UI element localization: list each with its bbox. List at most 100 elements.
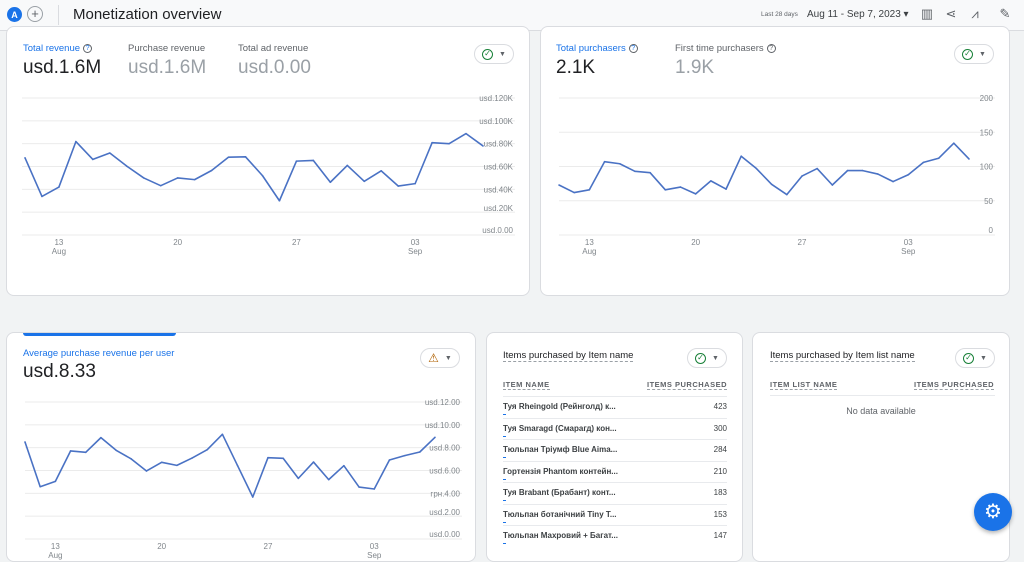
data-point <box>892 180 894 183</box>
edit-icon[interactable]: ✎ <box>999 6 1011 21</box>
item-name: Гортензія Phantom контейн... <box>503 466 618 476</box>
customize-report-icon[interactable]: ▥ <box>920 6 934 21</box>
data-point <box>100 436 102 439</box>
data-point <box>434 436 436 439</box>
metric-label: Total purchasers <box>556 43 626 54</box>
data-point <box>877 173 879 175</box>
data-point <box>236 464 239 467</box>
table-row[interactable]: Туя Rheingold (Рейнголд) к... 423 <box>503 396 727 417</box>
x-tick-label: 20 <box>691 238 700 247</box>
item-name: Туя Smaragd (Смарагд) кон... <box>503 423 617 433</box>
help-icon[interactable]: ? <box>628 44 638 53</box>
metric-value: usd.0.00 <box>238 57 311 78</box>
data-point <box>634 170 636 173</box>
data-point <box>84 451 87 454</box>
table-row[interactable]: Тюльпан Махровий + Багат... 147 <box>503 525 727 546</box>
x-tick-month: Sep <box>367 551 382 560</box>
table-row[interactable]: Тюльпан ботанічний Tiny T... 153 <box>503 503 727 525</box>
status-dropdown[interactable]: ✓ ▼ <box>955 348 995 368</box>
help-icon[interactable]: ? <box>766 44 776 53</box>
metric-tab-total-revenue[interactable]: Total revenue? <box>23 43 93 54</box>
column-header-items-purchased[interactable]: ITEMS PURCHASED <box>646 380 727 390</box>
data-point <box>801 175 803 177</box>
y-tick-label: usd.80K <box>484 140 514 149</box>
x-tick-label: 20 <box>157 542 166 551</box>
data-point <box>482 145 484 147</box>
data-point <box>937 157 940 160</box>
help-icon[interactable]: ? <box>83 44 93 53</box>
value-bar <box>503 500 506 501</box>
data-point <box>159 184 162 187</box>
y-tick-label: 150 <box>980 128 994 137</box>
metric-tab-ad-revenue[interactable]: Total ad revenue <box>238 43 309 54</box>
x-tick-label: 03 <box>411 238 420 247</box>
data-point <box>403 454 406 457</box>
metric-tab-total-purchasers[interactable]: Total purchasers? <box>556 43 638 54</box>
status-dropdown[interactable]: ✓ ▼ <box>687 348 727 368</box>
charts-layer: usd.0.00 usd.20K usd.40K usd.60K usd.80K usd.… <box>22 94 995 560</box>
insights-icon[interactable]: ⩘ <box>971 6 979 21</box>
page-title: Monetization overview <box>73 6 222 23</box>
caret-down-icon: ▼ <box>712 354 719 362</box>
data-point <box>297 477 300 480</box>
add-comparison-button[interactable]: + <box>27 6 43 22</box>
x-tick-month: Aug <box>52 247 66 256</box>
y-tick-label: 50 <box>984 197 993 206</box>
revenue-card: Total revenue? usd.1.6M Purchase revenue… <box>6 26 530 296</box>
data-point <box>953 142 955 145</box>
data-point <box>740 155 743 158</box>
y-tick-label: грн.4.00 <box>430 489 460 498</box>
data-point <box>244 155 247 158</box>
data-point <box>210 169 213 172</box>
column-header-item-name[interactable]: ITEM NAME <box>503 380 550 390</box>
series-line <box>24 433 436 498</box>
item-name: Туя Rheingold (Рейнголд) к... <box>503 402 616 411</box>
metric-tab-first-time-purchasers[interactable]: First time purchasers? <box>675 43 776 54</box>
data-point <box>968 158 970 160</box>
account-avatar[interactable]: A <box>7 7 22 22</box>
data-point <box>176 464 178 467</box>
item-name: Тюльпан Тріумф Blue Aima... <box>503 445 618 454</box>
data-point <box>227 156 230 158</box>
metric-value: 2.1K <box>556 57 596 78</box>
table-row[interactable]: Туя Smaragd (Смарагд) кон... 300 <box>503 417 727 439</box>
table-row[interactable]: Тюльпан Тріумф Blue Aima... 284 <box>503 439 727 460</box>
column-header-item-list-name[interactable]: ITEM LIST NAME <box>770 380 838 390</box>
data-point <box>618 162 621 165</box>
date-range-picker[interactable]: Aug 11 - Sep 7, 2023 ▾ <box>807 9 909 20</box>
data-point <box>145 470 148 472</box>
items-purchased: 210 <box>713 466 727 476</box>
status-dropdown[interactable]: ✓ ▼ <box>474 44 514 64</box>
table-row[interactable]: Туя Brabant (Брабант) конт... 183 <box>503 482 727 503</box>
data-point <box>206 448 209 451</box>
data-point <box>785 193 788 196</box>
metric-value: 1.9K <box>675 57 715 78</box>
data-point <box>92 158 94 161</box>
warning-icon: ⚠ <box>428 351 439 365</box>
settings-sparkle-icon[interactable]: ⚙ <box>974 493 1012 531</box>
value-bar <box>503 478 506 480</box>
status-dropdown[interactable]: ⚠ ▼ <box>420 348 460 368</box>
table-row[interactable]: Гортензія Phantom контейн... 210 <box>503 460 727 482</box>
data-point <box>861 169 864 172</box>
value-bar <box>503 521 506 523</box>
data-point <box>24 157 26 159</box>
data-point <box>54 480 57 483</box>
data-point <box>41 195 43 198</box>
status-dropdown[interactable]: ✓ ▼ <box>954 44 994 64</box>
y-tick-label: usd.0.00 <box>482 226 513 235</box>
data-point <box>397 185 399 187</box>
metric-tab-purchase-revenue[interactable]: Purchase revenue <box>128 43 206 54</box>
items-purchased: 153 <box>713 509 727 519</box>
y-tick-label: 200 <box>980 94 994 103</box>
data-point <box>278 199 281 202</box>
data-point <box>261 174 264 177</box>
data-point <box>770 183 773 186</box>
x-tick-label: 03 <box>904 238 913 247</box>
column-header-items-purchased[interactable]: ITEMS PURCHASED <box>913 380 994 390</box>
data-point <box>431 141 433 144</box>
check-circle-icon: ✓ <box>963 352 975 364</box>
share-icon[interactable]: ⋖ <box>945 6 957 21</box>
series-line <box>558 142 970 196</box>
metric-label[interactable]: Average purchase revenue per user <box>23 348 175 359</box>
